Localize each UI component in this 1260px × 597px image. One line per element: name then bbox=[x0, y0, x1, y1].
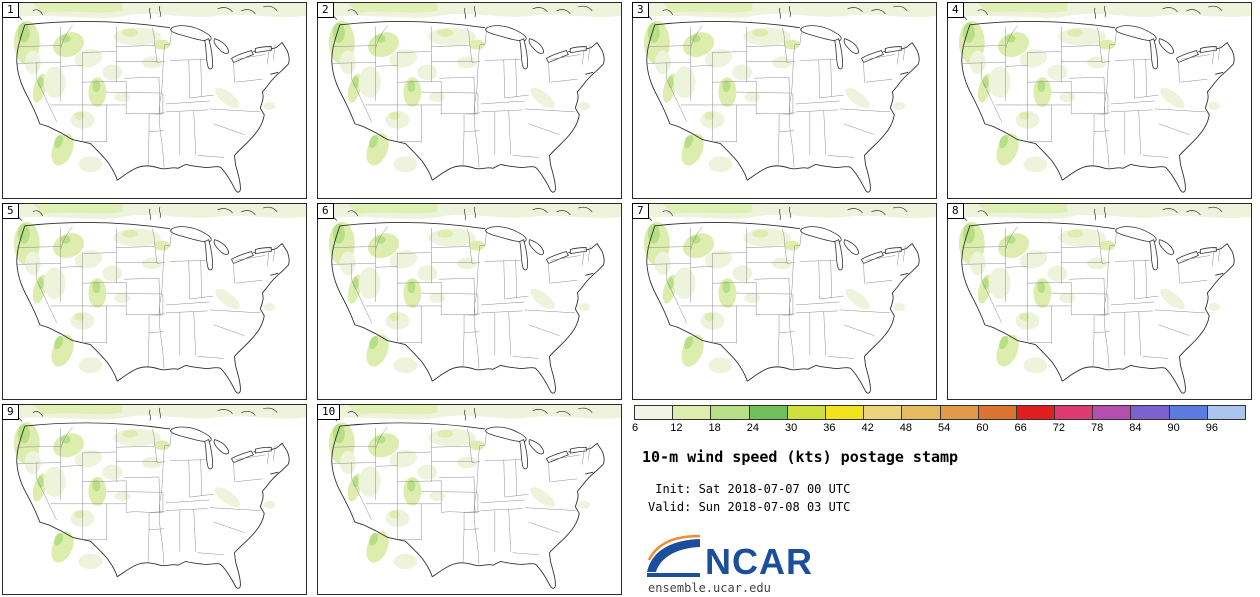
forecast-panel-2[interactable]: 2 bbox=[317, 2, 622, 199]
forecast-panel-7[interactable]: 7 bbox=[632, 203, 937, 400]
colorbar-tick: 18 bbox=[708, 422, 721, 434]
colorbar-segment bbox=[1093, 406, 1132, 419]
forecast-panel-5[interactable]: 5 bbox=[2, 203, 307, 400]
colorbar-segment bbox=[864, 406, 903, 419]
colorbar-tick: 6 bbox=[632, 422, 639, 434]
panel-number: 5 bbox=[2, 203, 19, 219]
colorbar-tick: 60 bbox=[976, 422, 989, 434]
colorbar-tick: 42 bbox=[861, 422, 874, 434]
ncar-logo: NCAR bbox=[644, 534, 1254, 583]
panel-number: 6 bbox=[317, 203, 334, 219]
colorbar-tick: 12 bbox=[670, 422, 683, 434]
colorbar-segment bbox=[1055, 406, 1094, 419]
forecast-panel-3[interactable]: 3 bbox=[632, 2, 937, 199]
us-map bbox=[633, 3, 936, 198]
us-map bbox=[318, 204, 621, 399]
forecast-panel-6[interactable]: 6 bbox=[317, 203, 622, 400]
forecast-panel-10[interactable]: 10 bbox=[317, 404, 622, 595]
colorbar-tick: 24 bbox=[746, 422, 759, 434]
colorbar-segment bbox=[673, 406, 712, 419]
colorbar-segment bbox=[902, 406, 941, 419]
us-map bbox=[318, 405, 621, 594]
panel-number: 1 bbox=[2, 2, 19, 18]
colorbar-tick: 54 bbox=[938, 422, 951, 434]
init-time: Init: Sat 2018-07-07 00 UTC bbox=[648, 482, 851, 496]
plot-title: 10-m wind speed (kts) postage stamp bbox=[642, 448, 959, 466]
panel-number: 4 bbox=[947, 2, 964, 18]
legend-and-caption-area: 6 12 18 24 30 36 42 48 54 60 66 72 78 84 90 96 10-m win… bbox=[632, 405, 1254, 595]
forecast-panel-1[interactable]: 1 bbox=[2, 2, 307, 199]
colorbar-tick: 48 bbox=[899, 422, 912, 434]
colorbar-segment bbox=[1169, 406, 1208, 419]
panel-number: 2 bbox=[317, 2, 334, 18]
panel-number: 8 bbox=[947, 203, 964, 219]
forecast-panel-4[interactable]: 4 bbox=[947, 2, 1252, 199]
colorbar-segment bbox=[940, 406, 979, 419]
panel-number: 3 bbox=[632, 2, 649, 18]
valid-time: Valid: Sun 2018-07-08 03 UTC bbox=[648, 500, 851, 514]
colorbar-tick: 66 bbox=[1014, 422, 1027, 434]
ncar-wordmark: NCAR bbox=[705, 541, 813, 583]
colorbar-segment bbox=[1016, 406, 1056, 419]
colorbar-tick: 72 bbox=[1052, 422, 1065, 434]
panel-number: 7 bbox=[632, 203, 649, 219]
us-map bbox=[633, 204, 936, 399]
us-map bbox=[3, 405, 306, 594]
colorbar-tick: 78 bbox=[1091, 422, 1104, 434]
colorbar-segment bbox=[1207, 406, 1245, 419]
us-map bbox=[318, 3, 621, 198]
us-map bbox=[948, 3, 1251, 198]
colorbar-segment bbox=[825, 406, 865, 419]
ncar-swoosh-icon bbox=[647, 534, 701, 577]
colorbar-tick: 30 bbox=[785, 422, 798, 434]
site-url: ensemble.ucar.edu bbox=[648, 581, 771, 595]
colorbar-segment bbox=[749, 406, 788, 419]
us-map bbox=[3, 204, 306, 399]
colorbar-tick-labels: 6 12 18 24 30 36 42 48 54 60 66 72 78 84 90 96 bbox=[632, 422, 1246, 434]
colorbar-segment bbox=[978, 406, 1017, 419]
forecast-panel-8[interactable]: 8 bbox=[947, 203, 1252, 400]
colorbar-tick: 36 bbox=[823, 422, 836, 434]
colorbar-tick: 90 bbox=[1167, 422, 1180, 434]
colorbar-segment bbox=[787, 406, 826, 419]
panel-number: 10 bbox=[317, 404, 341, 420]
colorbar-tick: 84 bbox=[1129, 422, 1142, 434]
wind-speed-colorbar bbox=[634, 405, 1246, 420]
colorbar-tick: 96 bbox=[1205, 422, 1218, 434]
colorbar-segment bbox=[635, 406, 674, 419]
colorbar-segment bbox=[711, 406, 750, 419]
forecast-panel-9[interactable]: 9 bbox=[2, 404, 307, 595]
us-map bbox=[3, 3, 306, 198]
us-map bbox=[948, 204, 1251, 399]
colorbar-segment bbox=[1131, 406, 1170, 419]
panel-number: 9 bbox=[2, 404, 19, 420]
